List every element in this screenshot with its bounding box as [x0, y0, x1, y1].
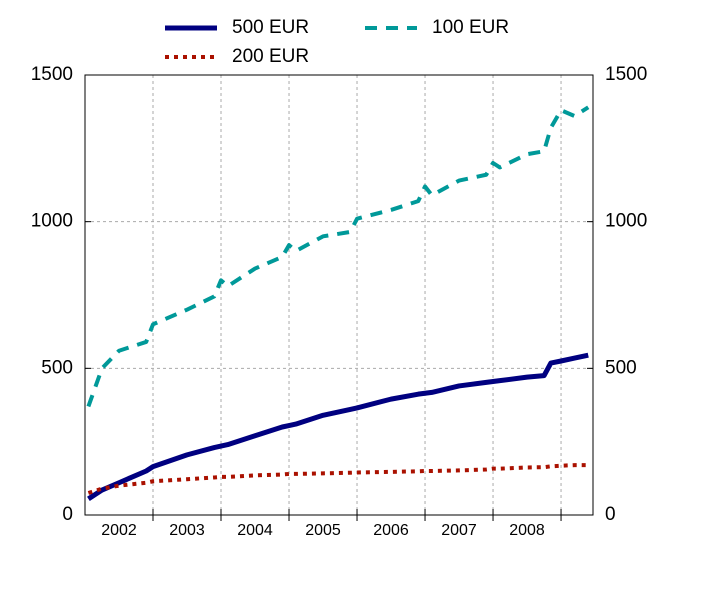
x-tick-label: 2002	[101, 522, 137, 539]
y2-tick-label: 500	[605, 357, 637, 378]
y2-tick-label: 1500	[605, 64, 647, 85]
y-tick-label: 1500	[31, 64, 73, 85]
y-tick-label: 500	[41, 357, 73, 378]
series-line	[87, 463, 589, 495]
plot-frame	[84, 74, 594, 516]
y-tick-label: 1000	[31, 211, 73, 232]
x-tick-label: 2004	[237, 522, 273, 539]
series-line	[86, 105, 590, 408]
x-tick-label: 2007	[441, 522, 477, 539]
x-tick-label: 2005	[305, 522, 341, 539]
legend-label: 200 EUR	[232, 46, 309, 67]
legend-label: 100 EUR	[432, 17, 509, 38]
legend-label: 500 EUR	[232, 17, 309, 38]
x-tick-label: 2003	[169, 522, 205, 539]
x-tick-label: 2006	[373, 522, 409, 539]
y-tick-label: 0	[62, 504, 73, 525]
y2-tick-label: 0	[605, 504, 616, 525]
series-line	[87, 352, 589, 501]
x-tick-label: 2008	[509, 522, 545, 539]
y2-tick-label: 1000	[605, 211, 647, 232]
